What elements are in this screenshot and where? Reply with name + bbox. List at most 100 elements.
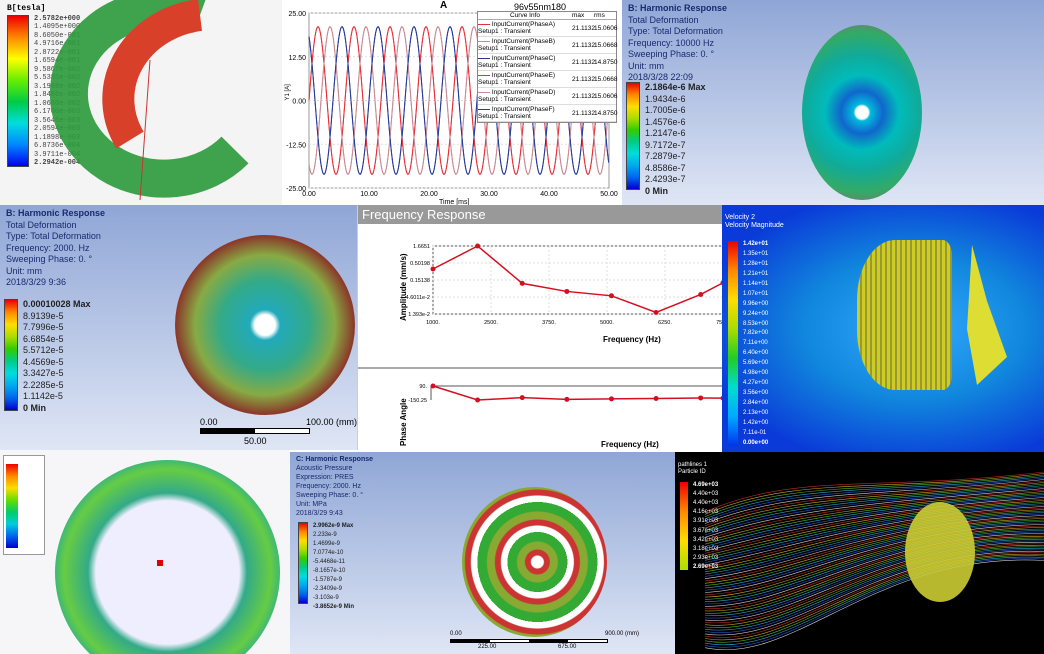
legend-value: 1.4576e-6: [645, 116, 686, 127]
curve-rms: 15.0668: [594, 75, 618, 83]
scale-bar: 0.00 100.00 (mm) 50.00: [200, 417, 357, 449]
legend-value: 0.00e+00: [743, 439, 769, 446]
header-title: C: Harmonic Response: [296, 456, 374, 463]
legend-title: B[tesla]: [7, 4, 46, 13]
legend-value: 9.24e+00: [743, 310, 769, 317]
series-line-InputCurrent(PhaseD): [308, 26, 610, 175]
phase-point: [608, 396, 614, 402]
legend-title: pathlines 1: [678, 462, 708, 468]
x-tick-label: 0.00: [302, 191, 316, 198]
amplitude-point: [653, 309, 659, 315]
x-axis-label: Time [ms]: [439, 199, 470, 205]
y-tick-label: -25.00: [286, 186, 306, 193]
legend-value: 3.1998e-002: [34, 82, 81, 91]
scale-bar: 0.00 900.00 (mm) 225.00 675.00: [450, 630, 670, 650]
cfd-velocity-panel: Velocity 2 Velocity Magnitude 1.42e+01 1.…: [722, 205, 1044, 452]
legend-value: 1.42e+00: [743, 419, 769, 426]
curve-name: InputCurrent(PhaseA): [491, 21, 556, 28]
series-line-InputCurrent(PhaseE): [308, 25, 610, 176]
origin-marker: [157, 560, 163, 566]
harmonic-response-panel-2000hz: B: Harmonic Response Total Deformation Typ…: [0, 205, 357, 450]
curve-legend-row: InputCurrent(PhaseB) Setup1 : Transient 21…: [478, 37, 618, 54]
scale-end: 100.00 (mm): [306, 417, 357, 427]
pathlines-panel: pathlines 1 Particle ID 4.69e+03 4.40e+03…: [675, 452, 1044, 654]
y-tick-label: 90.: [419, 384, 427, 390]
curve-name: InputCurrent(PhaseB): [491, 38, 556, 45]
legend-subtitle: Particle ID: [678, 469, 706, 475]
header-line: Acoustic Pressure: [296, 465, 353, 472]
curve-swatch: [478, 23, 490, 26]
legend-value: 2.233e-9: [313, 532, 337, 538]
curve-name: InputCurrent(PhaseC): [491, 55, 556, 62]
scale-tick-2: 675.00: [558, 644, 577, 650]
curve-max: 21.1132: [572, 41, 596, 49]
curve-setup: Setup1 : Transient: [478, 96, 531, 103]
header-line: Type: Total Deformation: [628, 26, 723, 36]
x-tick-label: 30.00: [480, 191, 498, 198]
legend-value: 7.11e-01: [743, 429, 767, 436]
x-tick-label: 7500.: [716, 320, 722, 326]
legend-value: 4.98e+00: [743, 370, 769, 377]
legend-value: 2.84e+00: [743, 400, 769, 406]
header-line: Sweeping Phase: 0. °: [628, 49, 715, 59]
deformation-legend: 2.1864e-6 Max 1.9434e-6 1.7005e-6 1.4576e-6…: [626, 82, 706, 196]
legend-value: 7.2879e-7: [645, 151, 686, 161]
phase-line: [432, 385, 722, 401]
legend-value: -3.103e-9: [313, 595, 339, 601]
legend-value: 1.1898e-003: [34, 133, 81, 142]
legend-subtitle: Velocity Magnitude: [725, 222, 784, 229]
curve-rms: 14.8750: [594, 58, 618, 66]
legend: [3, 455, 45, 555]
y-axis-label: Phase Angle: [399, 398, 408, 446]
header-line: Unit: mm: [628, 60, 664, 71]
legend-value: 1.7005e-6: [645, 105, 686, 115]
legend-value: 5.5712e-5: [23, 345, 64, 355]
velocity-legend: 1.42e+01 1.35e+01 1.28e+01 1.21e+01 1.14e+01…: [728, 241, 768, 446]
header-line: 2018/3/29 9:36: [6, 277, 67, 287]
curve-setup: Setup1 : Transient: [478, 45, 531, 52]
amplitude-point: [564, 288, 570, 294]
curve-name: InputCurrent(PhaseE): [491, 72, 556, 79]
legend-value: -8.1657e-10: [313, 568, 346, 574]
legend-value: 8.53e+00: [743, 320, 769, 327]
legend-value: 6.1700e-003: [34, 108, 81, 117]
legend-value: 3.3427e-5: [23, 368, 64, 378]
legend-value: 2.8722e-001: [34, 48, 81, 57]
legend-value: 7.0774e-10: [313, 550, 344, 556]
header-line: Frequency: 2000. Hz: [6, 242, 90, 253]
legend-value: 1.2147e-6: [645, 128, 686, 138]
legend-value: 4.8586e-7: [645, 162, 686, 173]
wheel-render: [175, 235, 355, 415]
amplitude-line: [432, 245, 722, 314]
header-title: B: Harmonic Response: [6, 208, 106, 218]
amplitude-point: [475, 243, 481, 249]
x-tick-label: 3750.: [542, 320, 556, 326]
legend-value: 4.40e+03: [693, 500, 719, 507]
header-line: 2018/3/28 22:09: [628, 72, 694, 82]
curve-rms: 15.0668: [594, 41, 618, 49]
legend-value: -3.8652e-9 Min: [313, 604, 355, 610]
x-tick-label: 10.00: [360, 191, 378, 198]
legend-value: 1.42e+01: [743, 241, 769, 247]
scale-mid: 50.00: [244, 436, 267, 446]
curve-rms: 14.8750: [594, 109, 618, 117]
phase-point: [720, 395, 722, 401]
legend-value: 1.14e+01: [743, 280, 769, 287]
legend-value: -5.4468e-11: [313, 559, 345, 565]
magnetic-field-panel: B[tesla] 2.5782e+000 1.4095e+000 8.6050e-0…: [0, 0, 282, 205]
curve-swatch: [478, 91, 490, 94]
legend-value: 1.07e+01: [743, 290, 769, 297]
legend-value: 6.8736e-004: [34, 142, 81, 151]
legend-value: 4.9716e-001: [34, 40, 81, 49]
legend-value: 4.69e+03: [693, 482, 719, 488]
project-name: 96v55nm180: [514, 2, 567, 12]
ring-render: [55, 460, 280, 654]
y-tick-label: 0.15138: [410, 278, 430, 284]
amplitude-point: [720, 280, 722, 286]
impeller-render: [967, 245, 1007, 385]
legend-value: 1.0680e-002: [34, 99, 81, 108]
curve-max: 21.1132: [572, 109, 596, 117]
legend-value: 1.1142e-5: [23, 391, 63, 401]
input-current-chart: A 96v55nm180 25.00 12.50 0.00 -12.50 -25.00 0…: [282, 0, 622, 205]
y-axis-label: Y1 [A]: [285, 84, 291, 101]
